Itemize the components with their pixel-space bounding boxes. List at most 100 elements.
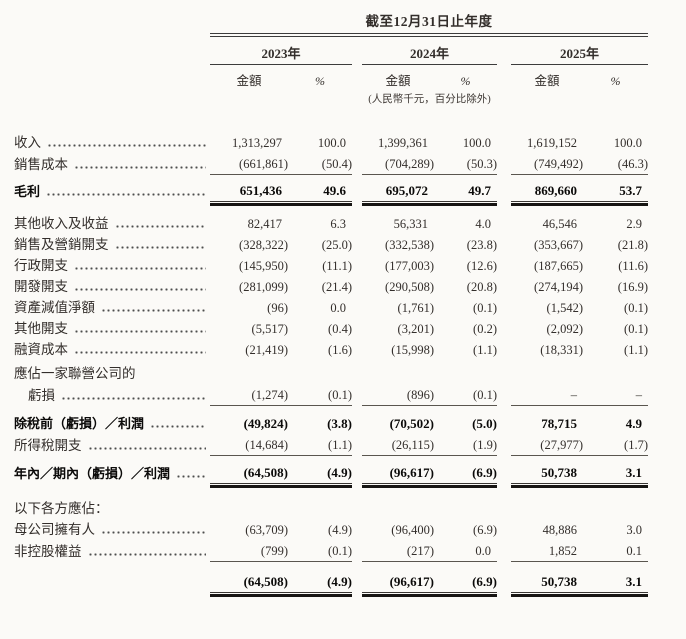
percent-cell: 49.7 <box>434 180 497 206</box>
percent-cell: (0.1) <box>288 384 352 406</box>
row-label: 母公司擁有人 <box>14 519 210 540</box>
amount-cell: (704,289) <box>362 153 434 175</box>
percent-header-2024: % <box>460 74 471 88</box>
column-gap <box>497 519 511 540</box>
amount-cell: (274,194) <box>534 280 583 294</box>
percent-cell: (4.9) <box>328 523 352 537</box>
amount-cell: (1,274) <box>210 384 288 406</box>
percent-cell: (6.9) <box>434 462 497 488</box>
amount-cell: 48,886 <box>542 523 577 537</box>
amount-cell: 82,417 <box>247 217 282 231</box>
row-label: 其他收入及收益 <box>14 213 210 234</box>
percent-cell: (0.4) <box>328 322 352 336</box>
percent-cell: (0.1) <box>434 384 497 406</box>
table-row: 母公司擁有人 (63,709) (4.9) (96,400) (6.9) 48,886 3.… <box>14 519 648 540</box>
amount-header-2023: 金額 <box>236 74 262 88</box>
amount-cell: (896) <box>362 384 434 406</box>
column-gap <box>352 462 362 484</box>
amount-cell: (96,617) <box>362 462 434 488</box>
percent-cell: 100.0 <box>317 136 346 150</box>
row-label: 以下各方應佔： <box>14 501 109 516</box>
percent-cell: (3.8) <box>327 416 352 431</box>
amount-cell: 50,738 <box>511 462 583 488</box>
amount-cell: 869,660 <box>511 180 583 206</box>
dot-leader <box>47 144 206 147</box>
dot-leader <box>87 553 206 556</box>
percent-cell: (0.1) <box>624 301 648 315</box>
year-2023-header: 2023年 <box>210 36 352 65</box>
amount-header-2024: 金額 <box>385 74 411 88</box>
amount-cell: (70,502) <box>389 416 434 431</box>
row-label <box>14 571 210 593</box>
amount-cell: (21,419) <box>245 343 288 357</box>
dot-leader <box>101 531 206 534</box>
table-row: 以下各方應佔： <box>14 498 648 519</box>
amount-cell: (14,684) <box>210 434 288 456</box>
row-label: 所得稅開支 <box>14 434 210 456</box>
row-label: 毛利 <box>14 180 210 202</box>
amount-cell: (281,099) <box>239 280 288 294</box>
table-row: 開發開支 (281,099) (21.4) (290,508) (20.8) (274,1… <box>14 276 648 297</box>
column-gap <box>352 276 362 297</box>
percent-cell: (11.1) <box>322 259 352 273</box>
percent-cell: 49.6 <box>288 180 352 206</box>
amount-cell: 1,852 <box>511 540 583 562</box>
amount-cell: (27,977) <box>511 434 583 456</box>
row-label: 行政開支 <box>14 255 210 276</box>
amount-cell: (96,400) <box>391 523 434 537</box>
column-gap <box>352 384 362 406</box>
column-gap <box>352 153 362 175</box>
row-label: 除稅前（虧損）／利潤 <box>14 413 210 434</box>
percent-cell: 100.0 <box>462 136 491 150</box>
column-gap <box>497 413 511 434</box>
amount-cell: 1,619,152 <box>527 136 577 150</box>
column-gap <box>352 213 362 234</box>
dot-leader <box>150 425 206 428</box>
table-header: 截至12月31日止年度 2023年 2024年 2025年 金額 % 金額 % <box>14 10 648 132</box>
column-gap <box>352 132 362 153</box>
percent-cell: 0.0 <box>434 540 497 562</box>
dot-leader <box>114 246 206 249</box>
empty-cells <box>210 498 648 519</box>
dot-leader <box>46 193 206 196</box>
percent-cell: (4.9) <box>288 571 352 597</box>
percent-cell: (11.6) <box>618 259 648 273</box>
period-title: 截至12月31日止年度 <box>210 10 648 34</box>
percent-cell: 3.1 <box>583 571 648 597</box>
table-row: 收入 1,313,297 100.0 1,399,361 100.0 1,619,152 1… <box>14 132 648 153</box>
column-gap <box>497 132 511 153</box>
percent-cell: (0.2) <box>473 322 497 336</box>
amount-cell: (64,508) <box>210 462 288 488</box>
percent-cell: (12.6) <box>466 259 497 273</box>
percent-cell: (1.1) <box>288 434 352 456</box>
percent-cell: (1.1) <box>473 343 497 357</box>
percent-header-2025: % <box>610 74 621 88</box>
table-row: 其他開支 (5,517) (0.4) (3,201) (0.2) (2,092) (0.1) <box>14 318 648 339</box>
column-gap <box>497 234 511 255</box>
table-row: 其他收入及收益 82,417 6.3 56,331 4.0 46,546 2.9 <box>14 213 648 234</box>
column-gap <box>497 462 511 484</box>
row-label: 融資成本 <box>14 339 210 360</box>
dot-leader <box>74 288 206 291</box>
amount-cell: 651,436 <box>210 180 288 206</box>
table-row: (64,508) (4.9) (96,617) (6.9) 50,738 3.1 <box>14 571 648 597</box>
percent-cell: 53.7 <box>583 180 648 206</box>
column-gap <box>497 276 511 297</box>
income-statement-table: 截至12月31日止年度 2023年 2024年 2025年 金額 % 金額 % <box>14 10 648 605</box>
percent-cell: 3.0 <box>626 523 642 537</box>
year-header-row: 2023年 2024年 2025年 <box>14 36 648 65</box>
amount-cell: (96,617) <box>362 571 434 597</box>
column-gap <box>352 234 362 255</box>
amount-cell: 1,399,361 <box>378 136 428 150</box>
year-2024-header: 2024年 <box>362 36 497 65</box>
row-label: 開發開支 <box>14 276 210 297</box>
column-gap <box>497 297 511 318</box>
table-row: 毛利 651,436 49.6 695,072 49.7 869,660 53.7 <box>14 180 648 206</box>
percent-cell: 0.1 <box>583 540 648 562</box>
column-gap <box>352 180 362 202</box>
dot-leader <box>114 225 206 228</box>
column-gap <box>497 540 511 562</box>
financial-statement-page: 截至12月31日止年度 2023年 2024年 2025年 金額 % 金額 % <box>14 10 648 605</box>
dot-leader <box>74 267 206 270</box>
row-label: 非控股權益 <box>14 540 210 562</box>
